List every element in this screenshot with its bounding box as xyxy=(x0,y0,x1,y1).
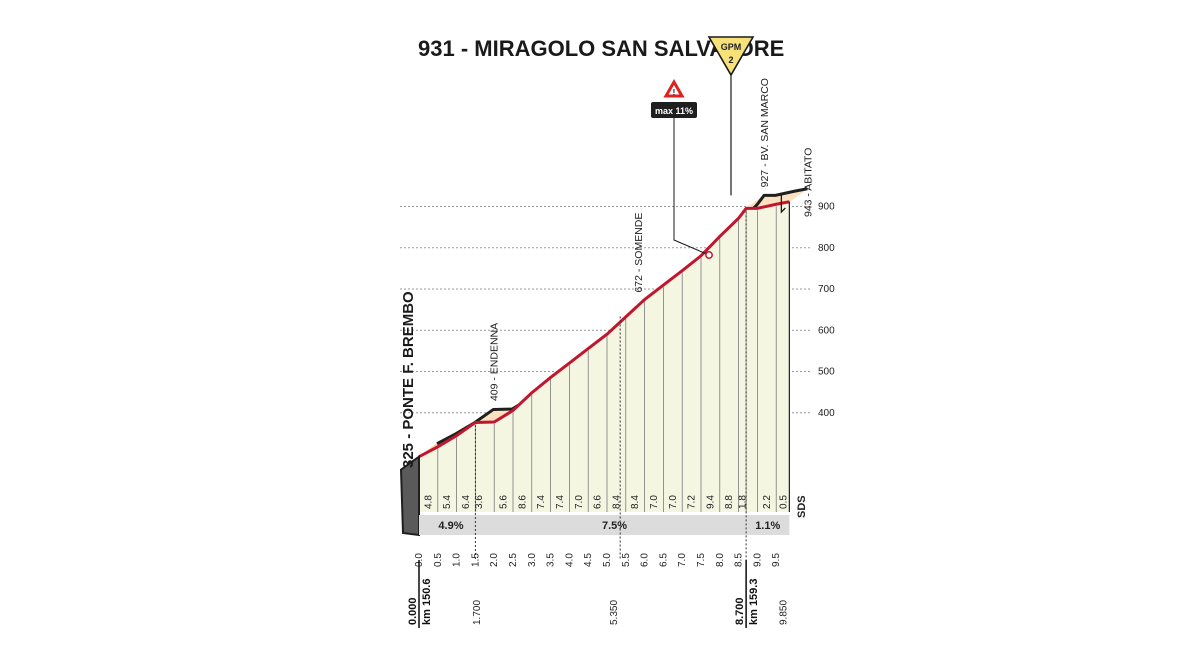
y-tick-500: 500 xyxy=(818,367,835,378)
elevation-axis: 400 500 600 700 800 900 xyxy=(818,202,835,419)
segment-gradient-label: 7.4 xyxy=(555,495,566,509)
max-gradient-point xyxy=(705,251,713,259)
segment-gradient-label: 1.8 xyxy=(737,495,748,509)
x-tick-label: 3.5 xyxy=(546,553,557,567)
x-tick-label: 8.0 xyxy=(715,553,726,567)
x-tick-label: 1.5 xyxy=(470,553,481,567)
brand-label: SDS xyxy=(796,495,808,518)
segment-gradient-label: 6.4 xyxy=(461,495,472,509)
x-tick-label: 0.0 xyxy=(414,553,425,567)
segment-gradient-label: 7.0 xyxy=(668,495,679,509)
x-tick-label: 8.5 xyxy=(734,553,745,567)
y-tick-600: 600 xyxy=(818,325,835,336)
warning-icon xyxy=(663,78,685,98)
distance-marker-label: 8.700 xyxy=(734,597,746,625)
x-tick-label: 6.0 xyxy=(640,553,651,567)
segment-gradient-label: 3.6 xyxy=(474,495,485,509)
x-tick-label: 4.5 xyxy=(583,553,594,567)
start-label: 325 - PONTE F. BREMBO xyxy=(400,291,417,468)
segment-gradient-label: 8.4 xyxy=(630,495,641,509)
marker-label: 943 - ABITATO xyxy=(802,148,814,217)
gpm-code: GPM xyxy=(721,42,742,52)
average-gradient-label: 1.1% xyxy=(755,520,780,532)
x-tick-label: 9.0 xyxy=(752,553,763,567)
max-gradient-callout: ! max 11% xyxy=(651,78,697,118)
x-tick-label: 7.0 xyxy=(677,553,688,567)
warning-mark: ! xyxy=(673,88,676,97)
average-gradient-bar: 4.9% 7.5% 1.1% SDS xyxy=(419,495,808,535)
gpm-number: 2 xyxy=(728,55,733,65)
distance-marker-label: 9.850 xyxy=(778,600,789,625)
x-tick-label: 6.5 xyxy=(658,553,669,567)
segment-gradient-label: 5.4 xyxy=(442,495,453,509)
max-gradient-label: max 11% xyxy=(655,106,693,116)
profile-markers: 409 - ENDENNA 672 - SOMENDE 927 - BV. SAN … xyxy=(400,75,814,560)
distance-marker-label: 0.000 xyxy=(407,597,419,625)
segment-gradient-label: 7.2 xyxy=(687,495,698,509)
profile-front-face xyxy=(419,201,790,512)
x-tick-label: 5.0 xyxy=(602,553,613,567)
distance-axis: 0.0 0.5 1.0 1.5 2.0 2.5 3.0 3.5 4.0 4.5 5.0 5.5 6.0 6… xyxy=(407,553,789,628)
segment-gradient-label: 5.6 xyxy=(499,495,510,509)
segment-gradient-label: 2.2 xyxy=(762,495,773,509)
profile-base-block xyxy=(399,200,790,537)
segment-gradient-label: 0.5 xyxy=(779,495,790,509)
segment-gradient-label: 8.4 xyxy=(611,495,622,509)
segment-gradient-label: 8.6 xyxy=(517,495,528,509)
x-tick-label: 2.5 xyxy=(508,553,519,567)
marker-label: 409 - ENDENNA xyxy=(488,323,500,401)
y-tick-400: 400 xyxy=(818,408,835,419)
segment-gradient-label: 4.8 xyxy=(423,495,434,509)
abitato-pointer xyxy=(780,194,786,214)
profile-front-edge xyxy=(418,200,790,459)
marker-label: 672 - SOMENDE xyxy=(633,213,645,293)
distance-marker-label: 5.350 xyxy=(609,600,620,625)
segment-gradient-label: 7.0 xyxy=(574,495,585,509)
segment-gradient-label: 9.4 xyxy=(705,495,716,509)
max-gradient-pointer xyxy=(673,118,710,256)
average-gradient-label: 4.9% xyxy=(438,520,463,532)
km-marker-label: km 150.6 xyxy=(421,579,433,625)
marker-label: 927 - BV. SAN MARCO xyxy=(759,78,771,187)
segment-gradient-label: 6.6 xyxy=(593,495,604,509)
segment-gradient-label: 8.8 xyxy=(724,495,735,509)
chart-header: 931 - MIRAGOLO SAN SALVATORE GPM 2 ! max… xyxy=(418,36,784,118)
average-bar-bg xyxy=(419,515,790,535)
distance-marker-label: 1.700 xyxy=(472,600,483,625)
average-gradient-label: 7.5% xyxy=(602,520,627,532)
x-tick-label: 0.5 xyxy=(433,553,444,567)
segment-gradient-label: 7.0 xyxy=(649,495,660,509)
max-gradient-badge xyxy=(651,102,697,118)
km-marker-label: km 159.3 xyxy=(748,579,760,625)
y-tick-900: 900 xyxy=(818,202,835,213)
x-tick-label: 9.5 xyxy=(771,553,782,567)
y-tick-800: 800 xyxy=(818,243,835,254)
y-tick-700: 700 xyxy=(818,284,835,295)
segment-gradient-label: 7.4 xyxy=(536,495,547,509)
gradient-segments: 4.8 5.4 6.4 3.6 5.6 8.6 7.4 7.4 7.0 6.6 8.4 8.4 7.0 7… xyxy=(423,206,790,512)
x-tick-label: 7.5 xyxy=(696,553,707,567)
gpm-category-icon: GPM 2 xyxy=(707,36,755,77)
x-tick-label: 1.0 xyxy=(452,553,463,567)
x-tick-label: 2.0 xyxy=(489,553,500,567)
x-tick-label: 3.0 xyxy=(527,553,538,567)
x-tick-label: 5.5 xyxy=(621,553,632,567)
x-tick-label: 4.0 xyxy=(564,553,575,567)
